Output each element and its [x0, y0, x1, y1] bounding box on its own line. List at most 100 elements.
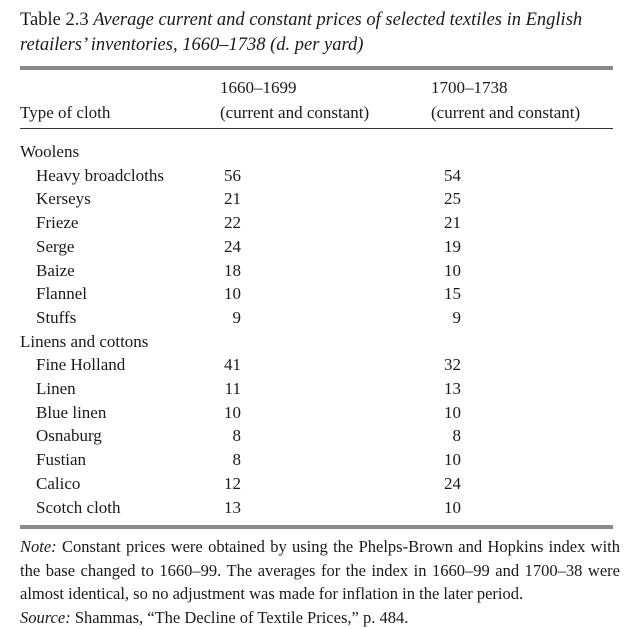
header-period2-sub: (current and constant) [431, 101, 580, 125]
table-title: Table 2.3 Average current and constant p… [20, 8, 620, 58]
price-1660-1699: 13 [221, 496, 241, 520]
cloth-name: Stuffs [20, 306, 221, 330]
price-1700-1738: 10 [441, 448, 461, 472]
price-1700-1738-cell: 10 [441, 496, 461, 520]
cloth-name: Blue linen [20, 401, 221, 425]
price-1700-1738-cell: 13 [441, 377, 461, 401]
cloth-name: Osnaburg [20, 424, 221, 448]
note: Note: Constant prices were obtained by u… [20, 535, 620, 606]
source: Source: Shammas, “The Decline of Textile… [20, 606, 620, 629]
cloth-name: Baize [20, 259, 221, 283]
price-1660-1699-cell: 10 [221, 401, 441, 425]
price-1660-1699-cell: 21 [221, 187, 441, 211]
price-1660-1699: 22 [221, 211, 241, 235]
cloth-name: Calico [20, 472, 221, 496]
cloth-name: Scotch cloth [20, 496, 221, 520]
price-1660-1699-cell: 22 [221, 211, 441, 235]
group-row: Woolens [20, 140, 461, 164]
cloth-name: Fustian [20, 448, 221, 472]
price-1660-1699-cell: 8 [221, 448, 441, 472]
price-1660-1699-cell: 8 [221, 424, 441, 448]
group-row: Linens and cottons [20, 330, 461, 354]
price-1700-1738: 21 [441, 211, 461, 235]
top-rule [20, 66, 613, 70]
price-1660-1699: 10 [221, 282, 241, 306]
price-1700-1738: 9 [441, 306, 461, 330]
price-1660-1699: 11 [221, 377, 241, 401]
cloth-name: Frieze [20, 211, 221, 235]
price-1660-1699: 9 [221, 306, 241, 330]
price-1700-1738-cell: 25 [441, 187, 461, 211]
price-1660-1699: 41 [221, 353, 241, 377]
cloth-name: Kerseys [20, 187, 221, 211]
price-1700-1738-cell: 10 [441, 259, 461, 283]
price-1660-1699: 8 [221, 448, 241, 472]
price-1660-1699-cell: 24 [221, 235, 441, 259]
group-label: Woolens [20, 140, 461, 164]
price-1660-1699: 12 [221, 472, 241, 496]
note-text: Constant prices were obtained by using t… [20, 537, 620, 603]
price-1700-1738-cell: 9 [441, 306, 461, 330]
notes: Note: Constant prices were obtained by u… [20, 535, 620, 629]
price-1660-1699-cell: 12 [221, 472, 441, 496]
price-1700-1738: 8 [441, 424, 461, 448]
header-period1-sub: (current and constant) [220, 101, 369, 125]
price-1700-1738: 10 [441, 496, 461, 520]
price-1660-1699-cell: 11 [221, 377, 441, 401]
price-1700-1738-cell: 15 [441, 282, 461, 306]
cloth-name: Fine Holland [20, 353, 221, 377]
price-1700-1738: 10 [441, 259, 461, 283]
price-1700-1738: 15 [441, 282, 461, 306]
price-1660-1699-cell: 41 [221, 353, 441, 377]
price-1700-1738-cell: 19 [441, 235, 461, 259]
price-1700-1738: 24 [441, 472, 461, 496]
source-label: Source: [20, 608, 71, 627]
price-1700-1738-cell: 8 [441, 424, 461, 448]
header-rule [20, 128, 613, 129]
note-label: Note: [20, 537, 57, 556]
price-1660-1699-cell: 13 [221, 496, 441, 520]
price-1660-1699: 18 [221, 259, 241, 283]
header-type: Type of cloth [20, 101, 110, 125]
cloth-name: Serge [20, 235, 221, 259]
price-1700-1738-cell: 10 [441, 401, 461, 425]
price-1700-1738: 13 [441, 377, 461, 401]
price-1700-1738-cell: 32 [441, 353, 461, 377]
price-1660-1699: 56 [221, 164, 241, 188]
price-1660-1699-cell: 56 [221, 164, 441, 188]
price-1700-1738: 25 [441, 187, 461, 211]
price-1700-1738: 32 [441, 353, 461, 377]
price-1700-1738: 54 [441, 164, 461, 188]
group-label: Linens and cottons [20, 330, 461, 354]
price-1660-1699: 21 [221, 187, 241, 211]
header-period2: 1700–1738 [431, 76, 508, 100]
price-1660-1699-cell: 18 [221, 259, 441, 283]
table-label: Table 2.3 [20, 10, 89, 30]
cloth-name: Flannel [20, 282, 221, 306]
bottom-rule [20, 525, 613, 529]
table-caption: Average current and constant prices of s… [20, 10, 582, 55]
price-1700-1738-cell: 10 [441, 448, 461, 472]
price-1660-1699-cell: 10 [221, 282, 441, 306]
price-1700-1738: 10 [441, 401, 461, 425]
source-text: Shammas, “The Decline of Textile Prices,… [71, 608, 409, 627]
price-1700-1738: 19 [441, 235, 461, 259]
price-1700-1738-cell: 21 [441, 211, 461, 235]
price-1700-1738-cell: 24 [441, 472, 461, 496]
cloth-name: Heavy broadcloths [20, 164, 221, 188]
